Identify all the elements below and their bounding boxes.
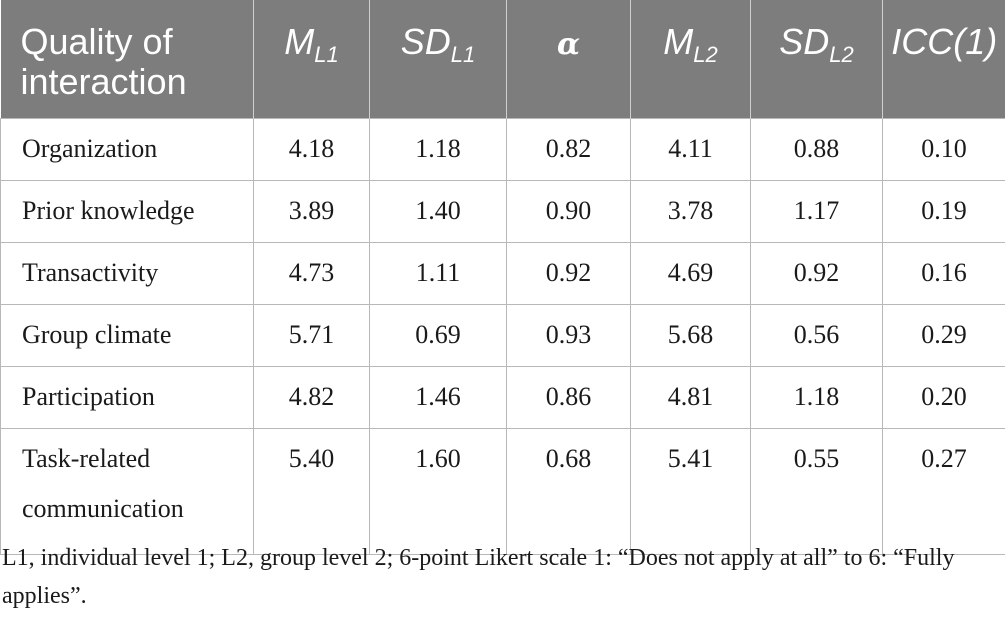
table-row: Organization 4.18 1.18 0.82 4.11 0.88 0.… xyxy=(0,117,1005,181)
cell-m-l2: 4.11 xyxy=(630,117,751,181)
header-sd-l1: SDL1 xyxy=(369,0,507,118)
cell-m-l1: 4.18 xyxy=(253,117,370,181)
cell-alpha: 0.68 xyxy=(506,427,631,555)
cell-icc1: 0.27 xyxy=(882,427,1005,555)
cell-sd-l1: 1.11 xyxy=(369,241,507,305)
header-alpha: α xyxy=(506,0,631,118)
cell-m-l2: 4.81 xyxy=(630,365,751,429)
header-row: Quality of interaction ML1 SDL1 α ML2 SD… xyxy=(0,0,1005,118)
cell-m-l2: 4.69 xyxy=(630,241,751,305)
header-sd-l2: SDL2 xyxy=(750,0,883,118)
cell-alpha: 0.90 xyxy=(506,179,631,243)
cell-sd-l2: 0.88 xyxy=(750,117,883,181)
cell-m-l2: 5.41 xyxy=(630,427,751,555)
header-m-l2: ML2 xyxy=(630,0,751,118)
table-row: Participation 4.82 1.46 0.86 4.81 1.18 0… xyxy=(0,365,1005,429)
cell-sd-l1: 1.18 xyxy=(369,117,507,181)
row-label: Prior knowledge xyxy=(0,179,254,243)
header-quality-of-interaction: Quality of interaction xyxy=(0,0,254,118)
table-row: Task-related communication 5.40 1.60 0.6… xyxy=(0,427,1005,555)
cell-m-l1: 5.40 xyxy=(253,427,370,555)
cell-alpha: 0.92 xyxy=(506,241,631,305)
header-sd-l1-sub: L1 xyxy=(450,42,476,67)
header-m-l1: ML1 xyxy=(253,0,370,118)
header-icc1-label: ICC(1) xyxy=(891,21,998,62)
header-sd-l2-sub: L2 xyxy=(829,42,854,67)
cell-alpha: 0.93 xyxy=(506,303,631,367)
cell-m-l2: 3.78 xyxy=(630,179,751,243)
cell-m-l1: 3.89 xyxy=(253,179,370,243)
row-label: Participation xyxy=(0,365,254,429)
cell-icc1: 0.16 xyxy=(882,241,1005,305)
row-label: Transactivity xyxy=(0,241,254,305)
cell-m-l2: 5.68 xyxy=(630,303,751,367)
header-m-l2-sub: L2 xyxy=(693,42,718,67)
cell-m-l1: 4.82 xyxy=(253,365,370,429)
cell-sd-l2: 0.56 xyxy=(750,303,883,367)
cell-sd-l1: 1.40 xyxy=(369,179,507,243)
header-m-l2-main: M xyxy=(663,21,694,62)
cell-sd-l2: 0.92 xyxy=(750,241,883,305)
row-label: Task-related communication xyxy=(0,427,254,555)
header-alpha-symbol: α xyxy=(556,27,581,62)
header-icc1: ICC(1) xyxy=(883,0,1005,118)
cell-sd-l1: 0.69 xyxy=(369,303,507,367)
cell-icc1: 0.20 xyxy=(882,365,1005,429)
cell-sd-l1: 1.46 xyxy=(369,365,507,429)
table-row: Transactivity 4.73 1.11 0.92 4.69 0.92 0… xyxy=(0,241,1005,305)
cell-m-l1: 4.73 xyxy=(253,241,370,305)
cell-sd-l2: 1.18 xyxy=(750,365,883,429)
row-label: Group climate xyxy=(0,303,254,367)
table-footnote: L1, individual level 1; L2, group level … xyxy=(2,545,955,609)
cell-m-l1: 5.71 xyxy=(253,303,370,367)
cell-sd-l2: 0.55 xyxy=(750,427,883,555)
statistics-table: Quality of interaction ML1 SDL1 α ML2 SD… xyxy=(0,0,1005,555)
cell-alpha: 0.86 xyxy=(506,365,631,429)
cell-sd-l1: 1.60 xyxy=(369,427,507,555)
table-row: Prior knowledge 3.89 1.40 0.90 3.78 1.17… xyxy=(0,179,1005,243)
header-sd-l2-main: SD xyxy=(779,21,830,62)
cell-icc1: 0.10 xyxy=(882,117,1005,181)
row-label: Organization xyxy=(0,117,254,181)
header-m-l1-main: M xyxy=(284,21,315,62)
header-m-l1-sub: L1 xyxy=(314,42,339,67)
table-row: Group climate 5.71 0.69 0.93 5.68 0.56 0… xyxy=(0,303,1005,367)
cell-icc1: 0.29 xyxy=(882,303,1005,367)
cell-icc1: 0.19 xyxy=(882,179,1005,243)
cell-alpha: 0.82 xyxy=(506,117,631,181)
cell-sd-l2: 1.17 xyxy=(750,179,883,243)
header-sd-l1-main: SD xyxy=(400,21,451,62)
